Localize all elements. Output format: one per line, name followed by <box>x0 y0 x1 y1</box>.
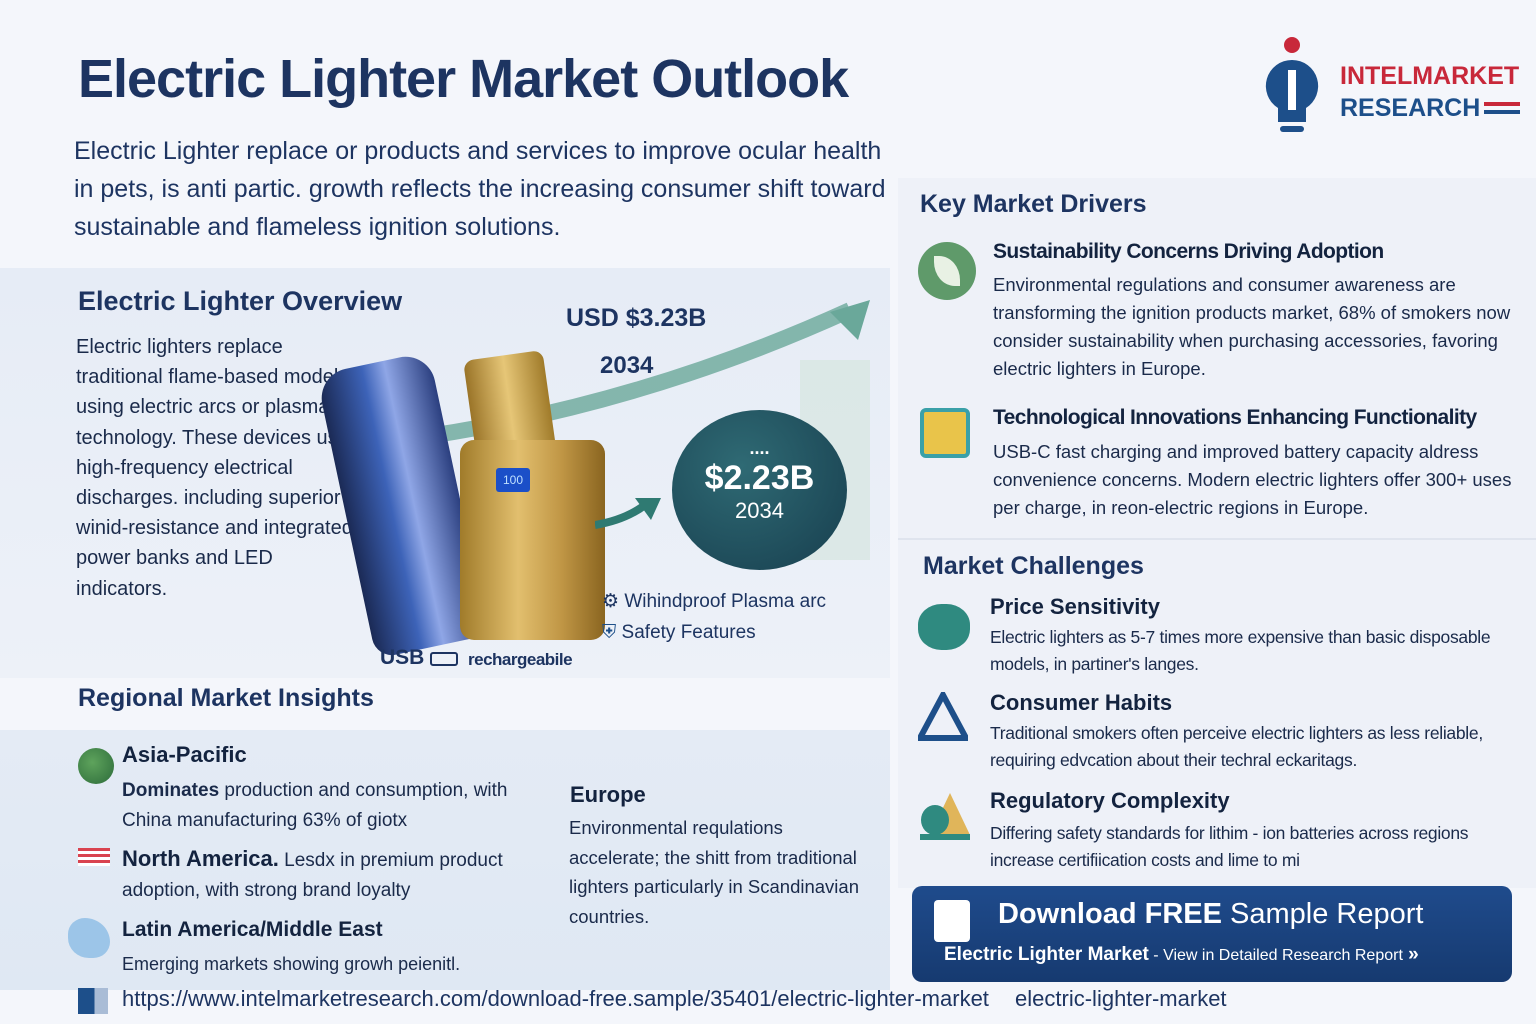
forecast-top-year: 2034 <box>600 352 654 379</box>
usb-sub: rechargeabile <box>468 650 573 669</box>
region-asia-pacific: Asia-Pacific <box>122 742 247 767</box>
driver-technology-text: USB-C fast charging and improved battery… <box>993 441 1512 518</box>
tent-icon <box>920 793 970 840</box>
battery-icon <box>430 652 458 666</box>
arrow-right-icon <box>595 498 661 529</box>
world-map-background <box>0 730 890 990</box>
drivers-title: Key Market Drivers <box>920 190 1147 218</box>
lighter-display: 100 <box>496 468 530 492</box>
region-europe-text: Environmental requlations accelerate; th… <box>569 817 859 927</box>
feature-windproof: ⚙ Wihindproof Plasma arc <box>602 591 827 612</box>
driver-sustainability-text: Environmental regulations and consumer a… <box>993 274 1511 379</box>
driver-sustainability-title: Sustainability Concerns Driving Adoption <box>993 240 1384 263</box>
region-europe: Europe <box>570 782 646 807</box>
feature-safety: ⛨ Safety Features <box>602 622 756 643</box>
chevron-right-icon: » <box>1408 944 1419 965</box>
footer-url-row: https://www.intelmarketresearch.com/down… <box>122 986 1227 1012</box>
divider <box>898 538 1536 540</box>
plasma-icon: ⚙ <box>602 591 620 612</box>
challenge-habits-text: Traditional smokers often perceive elect… <box>990 723 1483 770</box>
regional-title: Regional Market Insights <box>78 684 374 712</box>
overview-text: Electric lighters replace traditional fl… <box>76 336 353 600</box>
challenges-title: Market Challenges <box>923 552 1144 580</box>
gold-lighter-image <box>460 440 605 640</box>
intro-text: Electric Lighter replace or products and… <box>74 137 886 241</box>
page-title: Electric Lighter Market Outlook <box>78 49 849 109</box>
shield-check-icon: ⛨ <box>602 622 617 643</box>
region-latam-me: Latin America/Middle East <box>122 918 383 941</box>
book-icon <box>78 988 108 1014</box>
chip-icon <box>920 408 970 458</box>
challenge-regulatory-title: Regulatory Complexity <box>990 788 1230 813</box>
challenge-price-text: Electric lighters as 5-7 times more expe… <box>990 627 1491 674</box>
document-icon <box>934 900 970 942</box>
download-sample-button[interactable]: Download FREE Sample Report Electric Lig… <box>912 886 1512 982</box>
bird-icon <box>68 918 110 958</box>
challenge-regulatory-text: Differing safety standards for lithim - … <box>990 823 1469 870</box>
region-north-america: North America. Lesdx in premium product … <box>122 846 503 901</box>
logo-icon <box>1265 37 1319 132</box>
forecast-top-value: USD $3.23B <box>566 304 707 332</box>
us-flag-icon <box>78 848 110 866</box>
overview-title: Electric Lighter Overview <box>78 286 403 316</box>
drivers-panel <box>898 178 1536 888</box>
challenge-habits-title: Consumer Habits <box>990 690 1173 715</box>
challenge-price-title: Price Sensitivity <box>990 594 1160 619</box>
footer-url-link[interactable]: https://www.intelmarketresearch.com/down… <box>122 986 989 1011</box>
warning-triangle-icon <box>918 692 968 741</box>
piggy-bank-icon <box>918 604 970 650</box>
region-asia-pacific-text: Dominates production and consumption, wi… <box>122 780 508 831</box>
driver-technology-title: Technological Innovations Enhancing Func… <box>993 406 1477 429</box>
leaf-icon <box>918 242 976 300</box>
region-latam-me-text: Emerging markets showing growh peienitl. <box>122 954 461 974</box>
footer-slug: electric-lighter-market <box>1015 986 1227 1011</box>
globe-icon <box>78 748 114 784</box>
forecast-bubble: .... $2.23B 2034 <box>672 410 847 570</box>
logo: INTELMARKET RESEARCH <box>1262 36 1522 136</box>
usb-label: USB <box>380 646 425 669</box>
